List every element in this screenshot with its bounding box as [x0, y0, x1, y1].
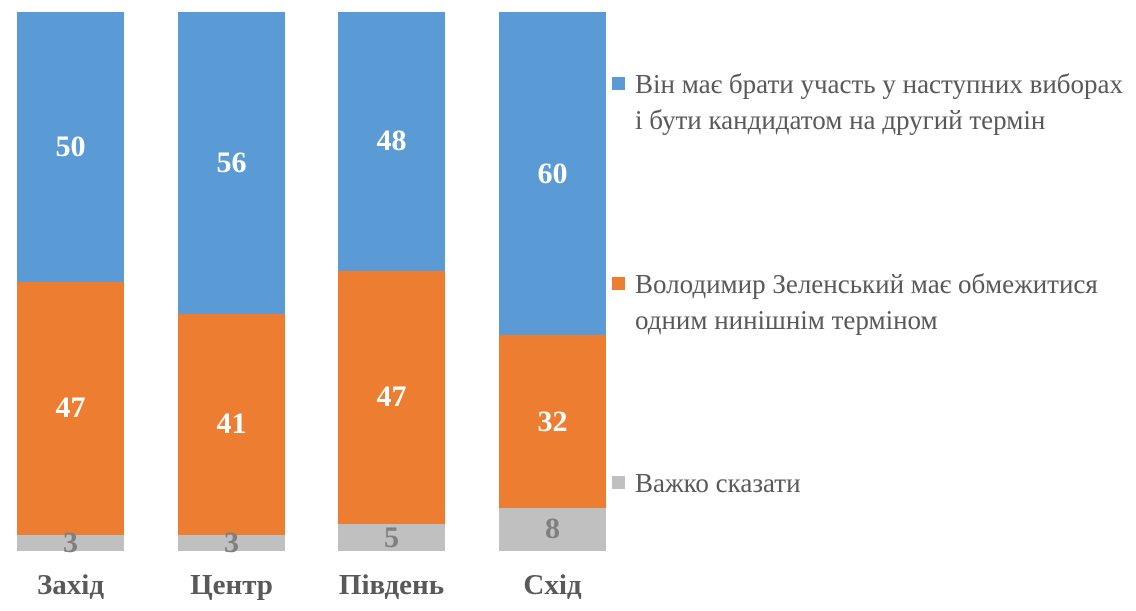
- x-axis-label: Захід: [36, 569, 105, 601]
- bar-segment: 32: [499, 335, 606, 508]
- bar-value-label: 3: [63, 525, 78, 559]
- bar-segment: 41: [178, 313, 285, 535]
- x-axis-labels: Захід Центр Південь Схід: [17, 568, 607, 608]
- bar-segment: 56: [178, 12, 285, 314]
- bar-column: 60 32 8: [499, 12, 606, 551]
- bar-segment: 3: [17, 527, 124, 557]
- bar-value-label: 48: [376, 124, 407, 158]
- legend-marker: [612, 476, 625, 489]
- bar-value-label: 60: [537, 156, 568, 190]
- bar-segment: 47: [338, 270, 445, 525]
- bar-segment: 8: [499, 507, 606, 551]
- bar-segment: 47: [17, 281, 124, 535]
- legend-label: Володимир Зеленський має обмежитися одни…: [635, 269, 1098, 335]
- bar-segment: 50: [17, 12, 124, 282]
- x-axis-label: Схід: [523, 569, 582, 601]
- bar-value-label: 50: [55, 129, 86, 163]
- legend-item-hard-to-say: Важко сказати: [612, 465, 1133, 501]
- bar-column: 48 47 5: [338, 12, 445, 554]
- legend-item-limit-to-current-term: Володимир Зеленський має обмежитися одни…: [612, 266, 1133, 338]
- legend-label: Важко сказати: [635, 468, 801, 498]
- bar-value-label: 32: [537, 404, 568, 438]
- bar-segment: 3: [178, 527, 285, 557]
- bar-value-label: 47: [55, 391, 86, 425]
- legend-marker: [612, 277, 625, 290]
- bar-column: 50 47 3: [17, 12, 124, 557]
- legend: Він має брати участь у наступних виборах…: [612, 0, 1136, 611]
- bar-value-label: 8: [545, 512, 560, 546]
- bar-value-label: 56: [216, 145, 247, 179]
- legend-label: Він має брати участь у наступних виборах…: [635, 69, 1123, 135]
- bar-segment: 60: [499, 12, 606, 336]
- bar-value-label: 3: [224, 525, 239, 559]
- bar-value-label: 47: [376, 380, 407, 414]
- x-axis-label: Центр: [190, 569, 273, 601]
- plot-area: 50 47 3 56 41 3 48 47 5 60 32 8: [17, 12, 607, 557]
- bar-column: 56 41 3: [178, 12, 285, 557]
- bar-segment: 5: [338, 520, 445, 554]
- x-axis-label: Південь: [338, 569, 445, 601]
- legend-marker: [612, 77, 625, 90]
- bar-value-label: 41: [216, 407, 247, 441]
- bar-segment: 48: [338, 12, 445, 271]
- legend-item-run-next-elections: Він має брати участь у наступних виборах…: [612, 66, 1133, 138]
- bar-value-label: 5: [384, 520, 399, 554]
